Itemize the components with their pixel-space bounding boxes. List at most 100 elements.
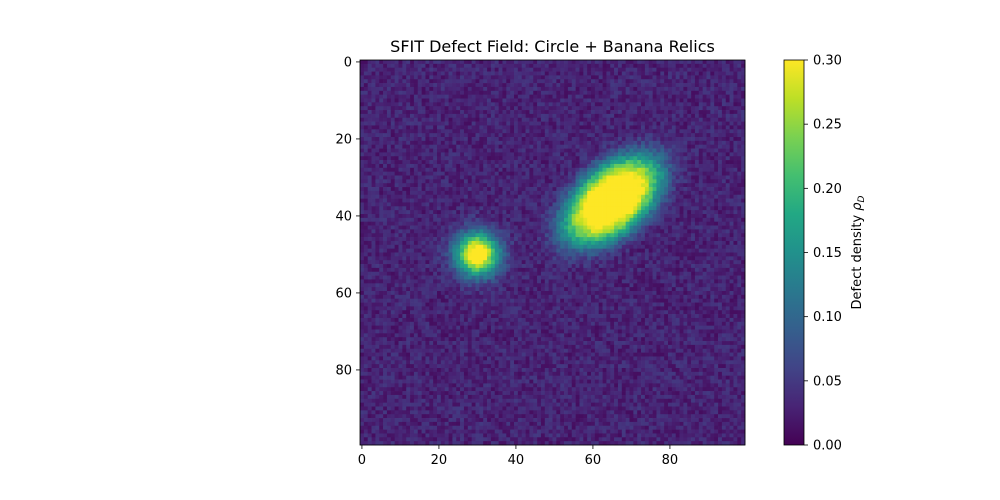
heatmap-cell [679,214,684,219]
heatmap-cell [610,233,615,238]
heatmap-cell [440,110,446,115]
heatmap-cell [363,148,369,153]
heatmap-cell [390,117,395,122]
heatmap-cell [502,94,507,99]
heatmap-cell [610,117,615,122]
heatmap-cell [429,229,434,234]
heatmap-cell [668,187,673,192]
heatmap-cell [463,86,469,92]
heatmap-cell [579,198,584,203]
heatmap-cell [386,244,392,249]
heatmap-cell [475,248,480,253]
heatmap-cell [602,140,607,146]
heatmap-cell [575,233,580,238]
heatmap-cell [698,229,703,234]
heatmap-cell [664,156,669,161]
heatmap-cell [544,221,549,226]
heatmap-cell [556,133,561,138]
heatmap-cell [702,79,707,84]
heatmap-cell [683,125,688,130]
heatmap-cell [525,248,530,253]
heatmap-cell [440,210,446,215]
heatmap-cell [625,117,630,122]
heatmap-cell [641,121,646,126]
heatmap-cell [494,156,499,161]
heatmap-cell [691,217,696,223]
heatmap-cell [517,144,523,149]
heatmap-cell [706,175,711,180]
heatmap-cell [560,137,565,142]
heatmap-cell [383,202,388,207]
heatmap-cell [567,90,573,95]
heatmap-cell [375,225,380,230]
heatmap-cell [598,179,603,184]
heatmap-cell [440,83,446,88]
heatmap-cell [517,106,523,111]
heatmap-cell [540,102,546,107]
heatmap-cell [706,160,711,165]
heatmap-cell [394,113,399,119]
heatmap-cell [521,198,526,203]
heatmap-cell [367,160,372,165]
heatmap-cell [644,102,650,107]
heatmap-cell [687,225,692,230]
heatmap-cell [525,167,530,172]
heatmap-cell [398,152,403,157]
heatmap-cell [583,175,588,180]
heatmap-cell [610,86,615,92]
heatmap-cell [721,113,727,119]
heatmap-cell [729,106,734,111]
heatmap-cell [606,113,611,119]
heatmap-cell [498,187,503,192]
heatmap-cell [698,248,703,253]
heatmap-cell [610,137,615,142]
heatmap-cell [360,113,365,119]
heatmap-cell [363,125,369,130]
heatmap-cell [529,233,534,238]
heatmap-cell [729,160,734,165]
heatmap-cell [521,106,526,111]
heatmap-cell [571,179,576,184]
heatmap-cell [467,67,472,72]
heatmap-cell [671,237,677,242]
heatmap-cell [375,60,380,65]
heatmap-cell [498,160,503,165]
heatmap-cell [402,229,407,234]
heatmap-cell [698,171,703,176]
heatmap-cell [641,202,646,207]
heatmap-cell [694,63,700,69]
heatmap-cell [475,175,480,180]
heatmap-cell [371,156,376,161]
heatmap-cell [540,79,546,84]
heatmap-cell [475,75,480,80]
heatmap-cell [702,133,707,138]
heatmap-cell [367,125,372,130]
heatmap-cell [556,137,561,142]
heatmap-cell [691,187,696,192]
heatmap-cell [548,237,553,242]
heatmap-cell [617,214,623,219]
heatmap-cell [460,187,465,192]
heatmap-cell [421,194,426,199]
heatmap-cell [367,83,372,88]
heatmap-cell [606,179,611,184]
heatmap-cell [475,98,480,103]
heatmap-cell [548,171,553,176]
heatmap-cell [413,198,419,203]
heatmap-cell [571,83,576,88]
heatmap-cell [383,179,388,184]
heatmap-cell [560,214,565,219]
heatmap-cell [694,244,700,249]
heatmap-cell [548,137,553,142]
heatmap-cell [483,183,488,188]
heatmap-cell [406,214,411,219]
heatmap-cell [371,163,376,169]
heatmap-cell [679,225,684,230]
heatmap-cell [679,179,684,184]
heatmap-cell [641,237,646,242]
heatmap-cell [371,102,376,107]
heatmap-cell [575,214,580,219]
heatmap-cell [417,179,422,184]
heatmap-cell [367,194,372,199]
